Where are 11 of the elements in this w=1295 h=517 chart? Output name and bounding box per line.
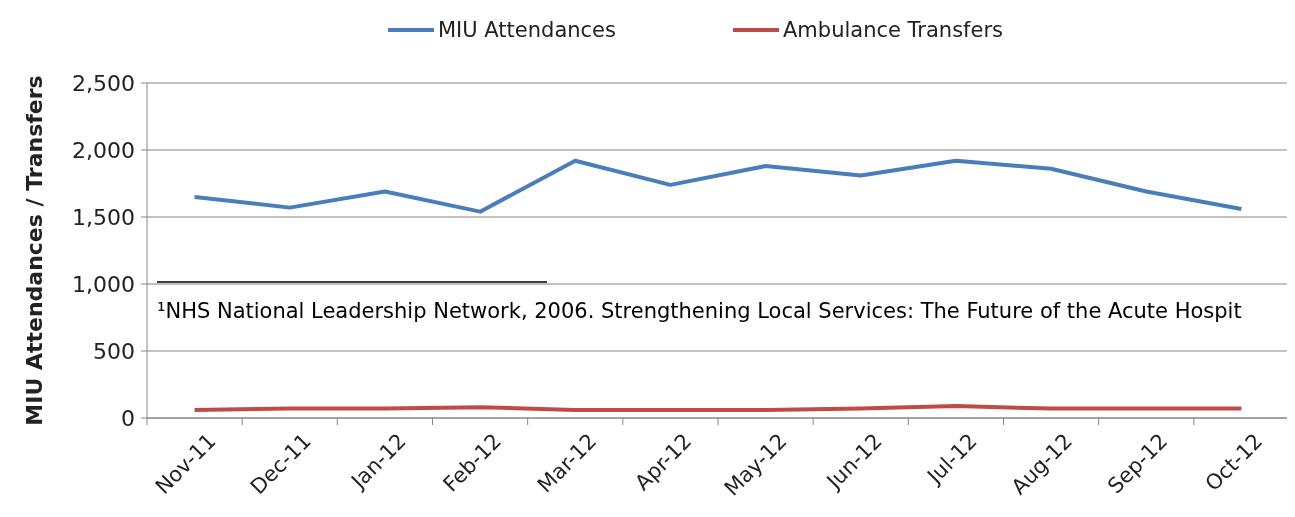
y-axis-title: MIU Attendances / Transfers [22, 75, 47, 426]
line-series [192, 158, 1244, 214]
y-tick-label: 500 [93, 338, 135, 364]
y-tick-label: 0 [121, 405, 135, 431]
legend-label: Ambulance Transfers [783, 18, 1003, 43]
y-tick-label: 2,000 [72, 137, 135, 163]
y-tick-label: 1,000 [72, 271, 135, 297]
y-tick-label: 2,500 [72, 70, 135, 96]
y-tick-label: 1,500 [72, 204, 135, 230]
legend-label: MIU Attendances [438, 18, 616, 43]
annotation: ¹NHS National Leadership Network, 2006. Strengthening Local Services: The Future of the Acute Hospit [157, 298, 1242, 323]
